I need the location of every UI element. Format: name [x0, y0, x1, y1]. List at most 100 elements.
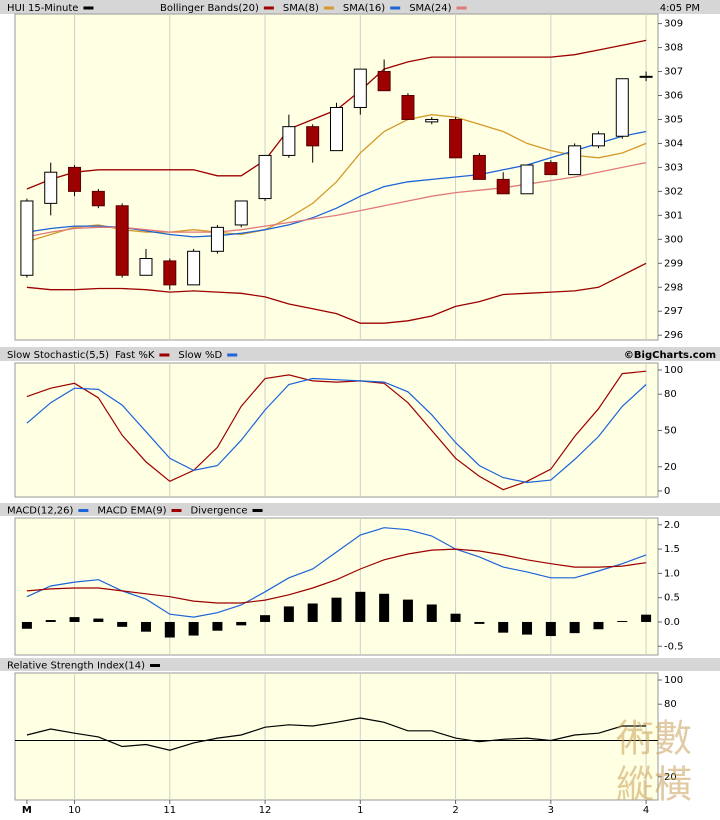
- candle-body: [639, 75, 653, 78]
- divergence-bar: [21, 621, 32, 629]
- y-tick-label: 299: [664, 258, 683, 269]
- indicator-line: [26, 161, 647, 238]
- legend-label: Relative Strength Index(14): [7, 661, 145, 672]
- legend-label: MACD EMA(9): [97, 506, 166, 517]
- y-tick-label: 308: [664, 43, 683, 54]
- candle-body: [544, 162, 558, 176]
- y-tick-label: 306: [664, 91, 683, 102]
- candle-body: [520, 164, 534, 195]
- candle-body: [306, 126, 320, 147]
- legend-label: Fast %K: [115, 350, 155, 361]
- y-tick-label: 304: [664, 138, 683, 149]
- candle-body: [496, 178, 510, 195]
- divergence-bar: [498, 621, 509, 633]
- divergence-bar: [593, 621, 604, 630]
- legend-label: HUI 15-Minute: [7, 3, 78, 14]
- divergence-bar: [522, 621, 533, 635]
- divergence-bar: [69, 617, 80, 622]
- panel-title: Slow Stochastic(5,5): [7, 350, 109, 361]
- y-tick-label: 301: [664, 210, 683, 221]
- y-tick-label: 297: [664, 306, 683, 317]
- divergence-bar: [545, 621, 556, 637]
- candle-body: [258, 154, 272, 200]
- y-tick-label: 50: [664, 425, 677, 436]
- y-tick-label: 20: [664, 772, 677, 783]
- legend-label: Divergence: [191, 506, 248, 517]
- indicator-line: [26, 717, 647, 751]
- candle-body: [330, 106, 343, 152]
- candle-body: [115, 205, 129, 276]
- divergence-bar: [236, 621, 247, 626]
- y-tick-label: 80: [664, 699, 677, 710]
- plot-background: [14, 362, 659, 498]
- candle-body: [353, 68, 367, 108]
- overlay: 術數 縱橫: [616, 717, 692, 807]
- y-tick-label: 298: [664, 282, 683, 293]
- candle-body: [91, 190, 105, 207]
- divergence-bar: [140, 621, 151, 632]
- y-tick-label: 1.5: [664, 544, 680, 555]
- y-tick-label: 1.0: [664, 568, 680, 579]
- indicator-line: [26, 527, 647, 618]
- watermark: 縱橫: [616, 763, 692, 807]
- panel-header: [0, 658, 720, 671]
- y-tick-label: 20: [664, 462, 677, 473]
- divergence-bar: [93, 618, 104, 622]
- candle-body: [210, 226, 224, 252]
- y-tick-label: 80: [664, 389, 677, 400]
- candle-body: [234, 200, 248, 226]
- y-tick-label: 300: [664, 234, 683, 245]
- y-tick-label: 0.5: [664, 593, 680, 604]
- y-tick-label: 100: [664, 675, 683, 686]
- divergence-bar: [212, 621, 223, 631]
- candle-body: [568, 145, 582, 176]
- y-tick-label: 307: [664, 67, 683, 78]
- candle-body: [44, 171, 58, 204]
- divergence-bar: [569, 621, 580, 634]
- divergence-bar: [307, 603, 318, 622]
- candle-body: [139, 258, 153, 276]
- watermark: 術數: [616, 717, 692, 761]
- divergence-bar: [474, 621, 485, 624]
- y-tick-label: 302: [664, 186, 683, 197]
- x-tick-label: 4: [643, 805, 649, 816]
- y-tick-label: 100: [664, 365, 683, 376]
- divergence-bar: [450, 613, 461, 622]
- divergence-bar: [379, 593, 390, 622]
- y-tick-label: 2.0: [664, 520, 680, 531]
- divergence-bar: [164, 621, 175, 638]
- panel-header: [0, 503, 720, 516]
- indicator-line: [26, 377, 647, 484]
- divergence-bar: [188, 621, 199, 636]
- divergence-bar: [402, 599, 413, 622]
- x-tick-label: 3: [548, 805, 554, 816]
- timestamp: 4:05 PM: [660, 3, 700, 14]
- candle-body: [425, 118, 439, 123]
- x-tick-label: 1: [357, 805, 363, 816]
- legend-label: MACD(12,26): [7, 506, 74, 517]
- candle-body: [163, 260, 177, 286]
- legend-label: SMA(8): [283, 3, 319, 14]
- indicator-line: [26, 370, 647, 491]
- candle-body: [187, 250, 201, 286]
- candle-body: [377, 71, 391, 92]
- indicator-line: [26, 548, 647, 604]
- candle-body: [472, 154, 486, 180]
- credit: ©BigCharts.com: [624, 350, 716, 361]
- candle-body: [20, 200, 34, 276]
- divergence-bar: [45, 620, 56, 622]
- divergence-bar: [355, 591, 366, 622]
- y-tick-label: 0.0: [664, 617, 680, 628]
- divergence-bar: [331, 597, 342, 622]
- plot-background: [14, 672, 659, 801]
- x-tick-label: M: [22, 805, 32, 816]
- panel-header: [0, 0, 720, 14]
- candle-body: [68, 166, 82, 192]
- y-tick-label: 0: [664, 486, 670, 497]
- candle-body: [591, 133, 605, 147]
- legend-label: Slow %D: [178, 350, 222, 361]
- x-tick-label: 11: [163, 805, 176, 816]
